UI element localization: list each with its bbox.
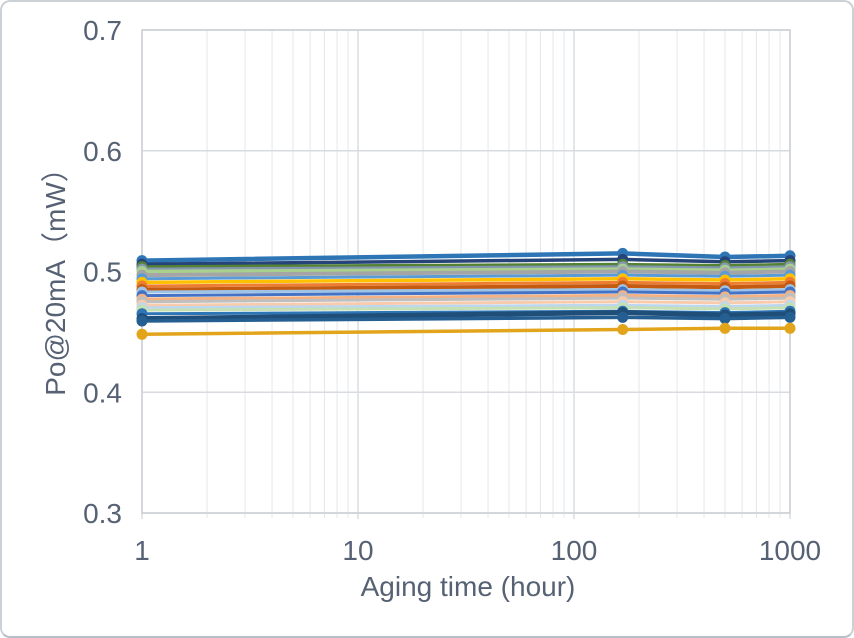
- data-point-marker: [719, 313, 731, 325]
- series-line: [140, 265, 792, 271]
- x-tick-label: 10: [342, 535, 373, 566]
- data-point-marker: [784, 322, 796, 334]
- y-axis-title: Po@20mA（mW）: [40, 154, 71, 396]
- data-point-marker: [617, 311, 629, 323]
- data-point-marker: [719, 322, 731, 334]
- y-tick-label: 0.7: [83, 15, 122, 46]
- series-line: [140, 280, 792, 288]
- series-line: [140, 315, 792, 323]
- x-tick-label: 1: [134, 535, 150, 566]
- series-line: [140, 262, 792, 269]
- series-line: [140, 290, 792, 298]
- series-line: [139, 310, 793, 322]
- series-line: [140, 267, 792, 274]
- x-tick-label: 1000: [759, 535, 821, 566]
- data-point-marker: [136, 328, 148, 340]
- series-line: [140, 284, 792, 292]
- series-line: [140, 257, 792, 267]
- series-line: [140, 326, 792, 337]
- data-point-marker: [784, 311, 796, 323]
- series-line: [140, 293, 792, 302]
- series-line: [140, 296, 792, 304]
- series-line: [140, 288, 792, 294]
- x-tick-label: 100: [551, 535, 598, 566]
- y-tick-label: 0.6: [83, 136, 122, 167]
- series-line: [140, 306, 792, 312]
- y-tick-label: 0.4: [83, 377, 122, 408]
- y-tick-label: 0.5: [83, 257, 122, 288]
- series-line: [139, 251, 793, 263]
- x-axis-title: Aging time (hour): [360, 571, 576, 602]
- series-line: [140, 269, 792, 278]
- series-line: [140, 273, 792, 281]
- series-line: [140, 303, 792, 310]
- y-tick-label: 0.3: [83, 498, 122, 529]
- data-point-marker: [617, 324, 629, 335]
- series-line: [140, 300, 792, 307]
- series-line: [140, 276, 792, 285]
- data-point-marker: [136, 315, 148, 327]
